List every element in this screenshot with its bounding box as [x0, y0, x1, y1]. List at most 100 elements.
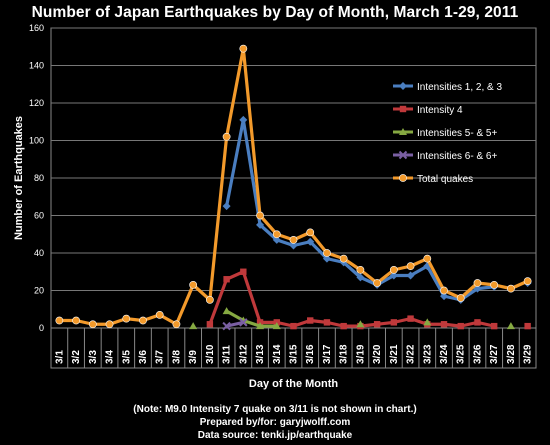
x-tick-label: 3/11: [222, 345, 233, 364]
y-tick-label: 80: [34, 173, 44, 183]
y-tick-label: 100: [29, 136, 44, 146]
x-tick-label: 3/24: [439, 344, 450, 364]
data-point: [389, 271, 398, 280]
data-point: [506, 322, 515, 330]
data-point: [399, 105, 407, 113]
data-point: [239, 44, 248, 53]
data-point: [223, 276, 230, 283]
legend-label: Intensities 6- & 6+: [417, 151, 497, 162]
data-point: [239, 115, 248, 124]
data-point: [205, 295, 214, 304]
data-point: [256, 322, 265, 330]
y-tick-label: 140: [29, 61, 44, 71]
data-source-note: Data source: tenki.jp/earthquake: [197, 430, 353, 441]
x-tick-label: 3/25: [456, 344, 467, 364]
data-point: [423, 318, 432, 326]
data-point: [356, 265, 365, 274]
data-point: [340, 322, 347, 330]
x-tick-label: 3/10: [205, 344, 216, 364]
data-point: [122, 314, 131, 323]
data-point: [222, 132, 231, 141]
x-tick-label: 3/7: [155, 350, 166, 364]
data-point: [406, 262, 415, 271]
data-point: [356, 273, 365, 282]
data-point: [222, 307, 231, 315]
x-tick-label: 3/6: [138, 350, 149, 364]
legend: Intensities 1, 2, & 3 Intensity 4 Intensit…: [393, 82, 502, 185]
x-tick-label: 3/8: [171, 350, 182, 364]
y-tick-label: 20: [34, 286, 44, 296]
data-point: [307, 317, 314, 324]
x-tick-label: 3/16: [305, 344, 316, 364]
x-axis-title: Day of the Month: [249, 378, 338, 390]
y-tick-label: 160: [29, 23, 44, 33]
x-tick-label: 3/20: [372, 344, 383, 364]
x-tick-label: 3/17: [322, 344, 333, 364]
data-point: [206, 321, 214, 328]
data-point: [289, 241, 298, 250]
data-point: [440, 286, 448, 295]
data-point: [239, 318, 248, 327]
prepared-by-note: Prepared by/for: garyjwolff.com: [199, 417, 351, 428]
x-tick-label: 3/18: [339, 344, 350, 364]
data-point: [256, 220, 265, 229]
y-tick-label: 40: [34, 248, 44, 258]
chart-note: (Note: M9.0 Intensity 7 quake on 3/11 is…: [133, 404, 417, 415]
x-tick-label: 3/26: [472, 344, 483, 364]
x-tick-label: 3/28: [506, 344, 517, 364]
y-tick-label: 0: [39, 323, 44, 333]
data-point: [389, 265, 398, 274]
data-point: [398, 150, 408, 160]
y-axis-title: Number of Earthquakes: [13, 116, 25, 240]
data-point: [172, 320, 181, 329]
data-point: [55, 316, 64, 325]
x-tick-label: 3/15: [289, 344, 300, 364]
data-point: [155, 310, 164, 319]
series-line: [226, 320, 244, 328]
data-point: [523, 277, 532, 286]
data-point: [373, 279, 382, 287]
data-point: [490, 322, 498, 330]
x-tick-label: 3/23: [422, 344, 433, 364]
x-tick-label: 3/4: [105, 350, 116, 364]
y-tick-label: 60: [34, 211, 44, 221]
series-line: [225, 309, 277, 328]
data-point: [189, 322, 198, 330]
x-tick-label: 3/14: [272, 344, 283, 364]
data-point: [290, 322, 297, 330]
data-point: [440, 321, 448, 328]
data-point: [139, 316, 147, 325]
data-point: [189, 280, 198, 289]
data-point: [222, 202, 231, 211]
data-point: [356, 320, 365, 328]
data-point: [373, 321, 381, 328]
data-point: [390, 319, 398, 326]
data-point: [440, 292, 449, 301]
x-tick-label: 3/9: [188, 350, 199, 364]
legend-label: Intensities 5- & 5+: [417, 128, 497, 139]
legend-label: Intensity 4: [417, 105, 463, 116]
data-point: [473, 279, 482, 287]
data-point: [272, 230, 281, 239]
data-point: [105, 320, 114, 329]
data-point: [474, 319, 481, 326]
data-point: [306, 228, 315, 237]
data-point: [339, 254, 348, 263]
data-point: [399, 174, 407, 182]
x-tick-label: 3/21: [389, 344, 400, 364]
x-axis-band: [50, 327, 537, 369]
data-point: [322, 254, 331, 263]
data-point: [272, 235, 281, 244]
x-tick-label: 3/13: [255, 344, 266, 364]
data-point: [88, 320, 97, 329]
x-tick-label: 3/27: [489, 344, 500, 364]
data-point: [490, 280, 499, 289]
x-tick-label: 3/2: [71, 350, 82, 364]
x-tick-label: 3/22: [406, 344, 417, 364]
chart-title: Number of Japan Earthquakes by Day of Mo…: [31, 4, 519, 21]
series-4: [222, 318, 248, 331]
x-tick-label: 3/12: [238, 344, 249, 364]
data-point: [456, 294, 465, 302]
legend-label: Intensities 1, 2, & 3: [417, 82, 502, 93]
